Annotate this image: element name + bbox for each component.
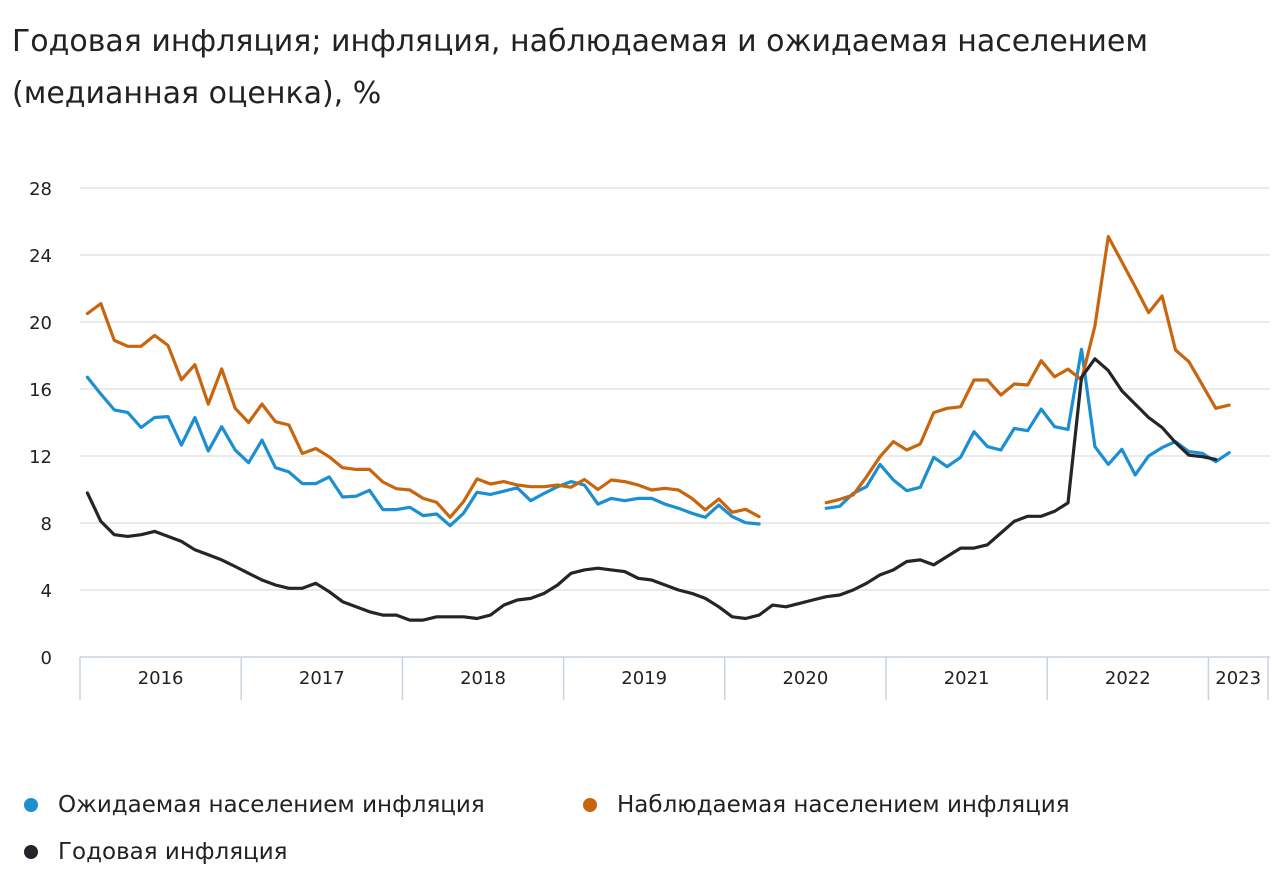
y-tick-label: 24 [29,246,52,267]
y-tick-label: 8 [41,514,52,535]
series-line-0 [85,347,1231,528]
y-tick-label: 20 [29,313,52,334]
x-tick-label: 2021 [944,668,990,689]
legend-item-observed[interactable]: Наблюдаемая населением инфляция [583,792,1070,818]
series-line-2 [85,357,1218,622]
legend-dot-icon [24,798,38,812]
y-tick-label: 28 [29,179,52,200]
legend-label: Годовая инфляция [58,839,288,865]
legend-label: Наблюдаемая населением инфляция [617,792,1070,818]
y-tick-label: 4 [41,581,52,602]
x-tick-label: 2022 [1105,668,1151,689]
x-tick-label: 2016 [138,668,184,689]
x-tick-label: 2023 [1215,668,1261,689]
legend-dot-icon [24,845,38,859]
y-tick-label: 12 [29,447,52,468]
y-tick-label: 0 [41,648,52,669]
legend-item-annual[interactable]: Годовая инфляция [24,839,288,865]
legend-item-expected[interactable]: Ожидаемая населением инфляция [24,792,485,818]
chart-title: Годовая инфляция; инфляция, наблюдаемая … [12,24,1148,111]
x-tick-label: 2017 [299,668,345,689]
legend-label: Ожидаемая населением инфляция [58,792,485,818]
x-tick-label: 2019 [621,668,667,689]
series-line-1 [85,235,1231,519]
x-tick-label: 2020 [782,668,828,689]
y-tick-label: 16 [29,380,52,401]
legend-dot-icon [583,798,597,812]
x-tick-label: 2018 [460,668,506,689]
